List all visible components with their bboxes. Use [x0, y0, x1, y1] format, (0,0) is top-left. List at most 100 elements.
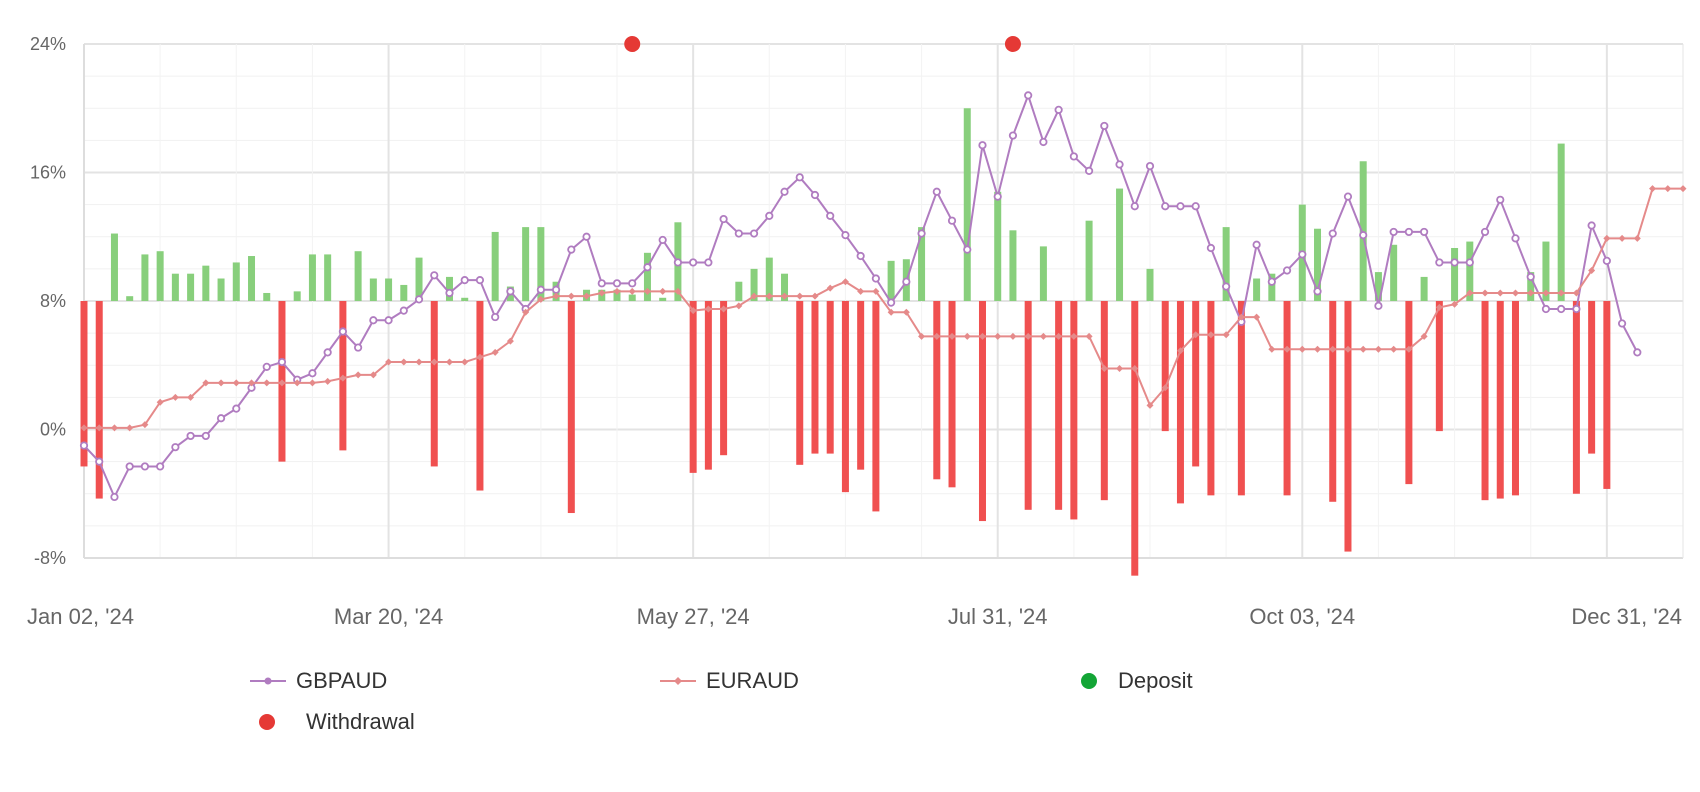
bar-positive[interactable] [1390, 244, 1398, 301]
point-euraud[interactable] [720, 305, 728, 313]
bar-negative[interactable] [1131, 301, 1139, 576]
bar-positive[interactable] [887, 260, 895, 301]
point-gbpaud[interactable] [1526, 272, 1535, 282]
bar-positive[interactable] [537, 227, 545, 301]
bar-positive[interactable] [1527, 272, 1535, 301]
point-euraud[interactable] [1192, 331, 1200, 339]
bar-negative[interactable] [872, 301, 880, 512]
bar-negative[interactable] [704, 301, 712, 470]
point-gbpaud[interactable] [1404, 227, 1413, 237]
point-gbpaud[interactable] [110, 492, 119, 502]
point-gbpaud[interactable] [978, 141, 987, 150]
point-gbpaud[interactable] [1252, 240, 1261, 249]
bar-positive[interactable] [110, 233, 118, 301]
point-gbpaud[interactable] [963, 245, 972, 254]
point-gbpaud[interactable] [1161, 202, 1170, 211]
point-euraud[interactable] [1329, 345, 1337, 353]
point-gbpaud[interactable] [216, 414, 226, 423]
point-gbpaud[interactable] [1557, 304, 1566, 314]
bar-positive[interactable] [1039, 246, 1047, 301]
point-euraud[interactable] [1466, 289, 1474, 297]
point-gbpaud[interactable] [1511, 234, 1520, 243]
bar-negative[interactable] [720, 301, 728, 456]
point-gbpaud[interactable] [156, 462, 165, 471]
bar-negative[interactable] [430, 301, 438, 467]
marker-withdrawal[interactable] [1004, 36, 1021, 52]
point-euraud[interactable] [110, 424, 118, 432]
bar-negative[interactable] [1511, 301, 1519, 496]
point-euraud[interactable] [613, 287, 621, 295]
point-gbpaud[interactable] [171, 443, 180, 452]
point-gbpaud[interactable] [475, 276, 485, 285]
point-gbpaud[interactable] [567, 245, 576, 254]
point-gbpaud[interactable] [1450, 258, 1459, 267]
legend-item-withdrawal[interactable]: Withdrawal [258, 707, 415, 737]
bar-negative[interactable] [1329, 301, 1337, 502]
point-euraud[interactable] [1557, 289, 1565, 297]
bar-negative[interactable] [1603, 301, 1611, 489]
point-gbpaud[interactable] [719, 214, 728, 224]
bar-positive[interactable] [659, 297, 667, 301]
point-euraud[interactable] [263, 379, 271, 387]
point-euraud[interactable] [1344, 345, 1352, 353]
point-euraud[interactable] [1633, 234, 1641, 242]
bar-positive[interactable] [781, 273, 789, 301]
point-euraud[interactable] [1085, 332, 1093, 340]
point-euraud[interactable] [506, 337, 514, 345]
bar-negative[interactable] [841, 301, 849, 493]
bar-positive[interactable] [994, 191, 1002, 301]
point-euraud[interactable] [1542, 289, 1550, 297]
bar-positive[interactable] [187, 273, 195, 301]
point-euraud[interactable] [293, 379, 301, 387]
point-gbpaud[interactable] [1420, 227, 1429, 237]
point-euraud[interactable] [1481, 289, 1489, 297]
point-gbpaud[interactable] [536, 285, 545, 294]
point-euraud[interactable] [552, 292, 560, 300]
bar-negative[interactable] [796, 301, 804, 465]
point-euraud[interactable] [628, 287, 636, 295]
point-gbpaud[interactable] [1130, 202, 1139, 211]
bar-positive[interactable] [385, 278, 393, 301]
bar-positive[interactable] [1268, 273, 1276, 301]
point-euraud[interactable] [643, 287, 651, 295]
point-euraud[interactable] [1055, 332, 1063, 340]
point-euraud[interactable] [95, 424, 103, 432]
point-euraud[interactable] [415, 358, 423, 366]
point-euraud[interactable] [1496, 289, 1504, 297]
point-gbpaud[interactable] [795, 173, 804, 182]
point-euraud[interactable] [598, 289, 606, 297]
point-gbpaud[interactable] [414, 295, 424, 304]
bar-negative[interactable] [1572, 301, 1580, 494]
point-euraud[interactable] [918, 332, 926, 340]
bar-positive[interactable] [1009, 230, 1017, 301]
point-gbpaud[interactable] [887, 298, 896, 307]
point-gbpaud[interactable] [430, 271, 439, 280]
point-gbpaud[interactable] [1267, 277, 1276, 286]
point-euraud[interactable] [1100, 364, 1108, 372]
point-gbpaud[interactable] [1145, 161, 1155, 171]
point-euraud[interactable] [948, 332, 956, 340]
bar-positive[interactable] [735, 281, 743, 301]
bar-positive[interactable] [613, 289, 621, 301]
point-euraud[interactable] [1374, 345, 1382, 353]
point-gbpaud[interactable] [689, 258, 698, 267]
point-euraud[interactable] [537, 295, 545, 303]
bar-negative[interactable] [567, 301, 575, 514]
point-euraud[interactable] [1511, 289, 1519, 297]
point-euraud[interactable] [583, 292, 591, 300]
bar-negative[interactable] [95, 301, 103, 499]
point-euraud[interactable] [80, 424, 88, 432]
point-gbpaud[interactable] [856, 251, 865, 261]
bar-negative[interactable] [1496, 301, 1504, 499]
point-gbpaud[interactable] [201, 431, 210, 441]
point-gbpaud[interactable] [1282, 266, 1292, 275]
point-euraud[interactable] [1009, 332, 1017, 340]
point-gbpaud[interactable] [338, 327, 347, 336]
point-euraud[interactable] [841, 278, 849, 286]
point-gbpaud[interactable] [384, 316, 393, 325]
point-euraud[interactable] [156, 398, 164, 406]
point-euraud[interactable] [1161, 384, 1169, 392]
point-gbpaud[interactable] [323, 348, 332, 357]
point-euraud[interactable] [902, 308, 910, 316]
point-gbpaud[interactable] [658, 235, 667, 245]
